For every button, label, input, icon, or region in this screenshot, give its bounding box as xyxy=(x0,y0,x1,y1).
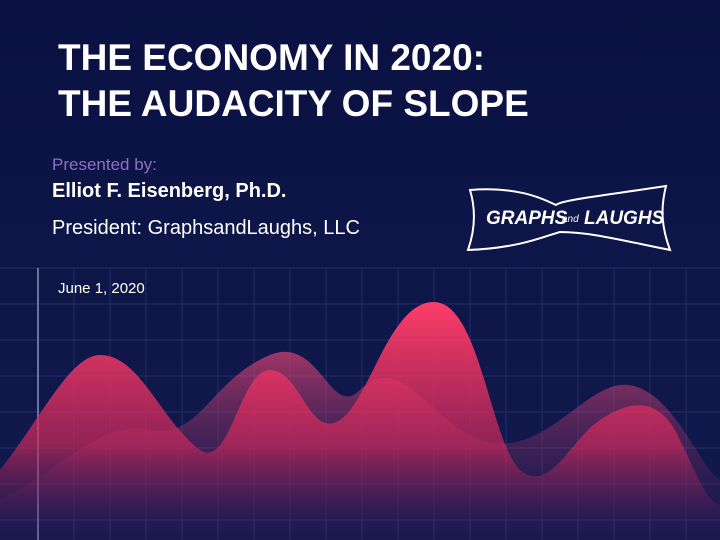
title-line: THE ECONOMY IN 2020: xyxy=(58,37,485,78)
logo: GRAPHS and LAUGHS xyxy=(466,184,672,252)
presenter-name: Elliot F. Eisenberg, Ph.D. xyxy=(52,180,286,202)
title-line: THE AUDACITY OF SLOPE xyxy=(58,83,529,124)
presenter-label: Presented by: xyxy=(52,155,157,174)
logo-text: LAUGHS xyxy=(584,208,665,229)
waves xyxy=(0,301,720,540)
date: June 1, 2020 xyxy=(58,280,145,297)
logo-text: and xyxy=(562,214,579,225)
presenter-role: President: GraphsandLaughs, LLC xyxy=(52,217,360,239)
logo-text: GRAPHS xyxy=(486,208,568,229)
